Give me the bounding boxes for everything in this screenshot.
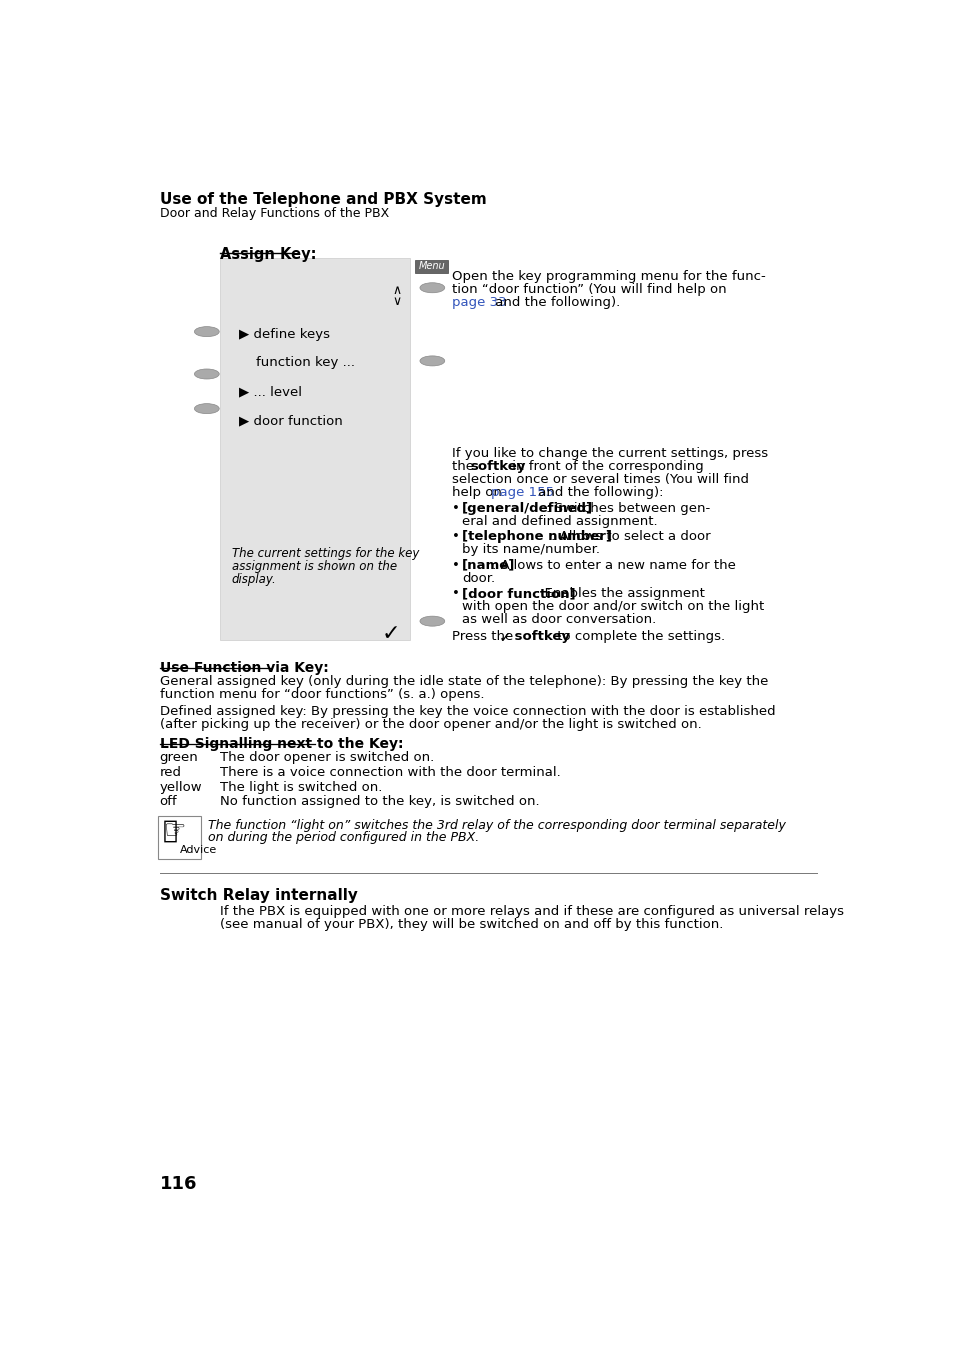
Text: function menu for “door functions” (s. a.) opens.: function menu for “door functions” (s. a… <box>159 688 483 702</box>
Text: ∨: ∨ <box>392 295 401 308</box>
Text: If the PBX is equipped with one or more relays and if these are configured as un: If the PBX is equipped with one or more … <box>220 906 843 918</box>
Text: •: • <box>452 502 460 515</box>
Ellipse shape <box>194 327 219 337</box>
FancyBboxPatch shape <box>415 260 447 273</box>
Text: as well as door conversation.: as well as door conversation. <box>461 614 656 626</box>
Text: page 33: page 33 <box>452 296 507 310</box>
Text: : Enables the assignment: : Enables the assignment <box>536 587 704 600</box>
Text: [general/defined]: [general/defined] <box>461 502 593 515</box>
Text: to complete the settings.: to complete the settings. <box>553 630 724 644</box>
Text: ✓: ✓ <box>498 630 511 645</box>
Text: Door and Relay Functions of the PBX: Door and Relay Functions of the PBX <box>159 207 389 220</box>
Text: The door opener is switched on.: The door opener is switched on. <box>220 752 434 764</box>
Text: ✓: ✓ <box>381 625 399 645</box>
Ellipse shape <box>419 283 444 293</box>
Text: Use Function via Key:: Use Function via Key: <box>159 661 328 675</box>
Text: If you like to change the current settings, press: If you like to change the current settin… <box>452 448 768 460</box>
Text: Defined assigned key: By pressing the key the voice connection with the door is : Defined assigned key: By pressing the ke… <box>159 706 775 718</box>
Text: off: off <box>159 795 177 808</box>
Text: Assign Key:: Assign Key: <box>220 247 316 262</box>
Ellipse shape <box>419 617 444 626</box>
Text: softkey: softkey <box>509 630 569 644</box>
Text: [name]: [name] <box>461 558 515 572</box>
Text: 👋: 👋 <box>162 819 177 844</box>
Ellipse shape <box>194 369 219 379</box>
Text: General assigned key (only during the idle state of the telephone): By pressing : General assigned key (only during the id… <box>159 675 767 688</box>
Text: with open the door and/or switch on the light: with open the door and/or switch on the … <box>461 600 763 614</box>
FancyBboxPatch shape <box>158 817 201 859</box>
Text: ∧: ∧ <box>392 284 401 297</box>
Text: ☞: ☞ <box>163 819 186 844</box>
Text: page 155: page 155 <box>491 487 554 499</box>
Text: red: red <box>159 767 181 779</box>
Text: [door function]: [door function] <box>461 587 575 600</box>
Text: The current settings for the key: The current settings for the key <box>232 548 418 560</box>
Text: Press the: Press the <box>452 630 517 644</box>
Text: : Allows to enter a new name for the: : Allows to enter a new name for the <box>491 558 735 572</box>
Text: •: • <box>452 530 460 544</box>
Text: : Switches between gen-: : Switches between gen- <box>545 502 710 515</box>
Text: in front of the corresponding: in front of the corresponding <box>508 460 703 473</box>
Text: No function assigned to the key, is switched on.: No function assigned to the key, is swit… <box>220 795 539 808</box>
Text: function key ...: function key ... <box>239 357 355 369</box>
Text: ▶ define keys: ▶ define keys <box>239 327 330 341</box>
Text: and the following):: and the following): <box>534 487 662 499</box>
Text: •: • <box>452 558 460 572</box>
Text: There is a voice connection with the door terminal.: There is a voice connection with the doo… <box>220 767 560 779</box>
Text: help on: help on <box>452 487 506 499</box>
Ellipse shape <box>419 356 444 366</box>
Text: yellow: yellow <box>159 780 202 794</box>
Text: the: the <box>452 460 478 473</box>
Text: LED Signalling next to the Key:: LED Signalling next to the Key: <box>159 737 402 752</box>
Text: [telephone number]: [telephone number] <box>461 530 611 544</box>
Text: green: green <box>159 752 198 764</box>
Text: display.: display. <box>232 573 276 587</box>
Ellipse shape <box>194 404 219 414</box>
Text: The light is switched on.: The light is switched on. <box>220 780 382 794</box>
Text: selection once or several times (You will find: selection once or several times (You wil… <box>452 473 749 487</box>
Text: (after picking up the receiver) or the door opener and/or the light is switched : (after picking up the receiver) or the d… <box>159 718 700 731</box>
Text: : Allows to select a door: : Allows to select a door <box>551 530 710 544</box>
Text: Use of the Telephone and PBX System: Use of the Telephone and PBX System <box>159 192 486 207</box>
Text: tion “door function” (You will find help on: tion “door function” (You will find help… <box>452 283 726 296</box>
Text: by its name/number.: by its name/number. <box>461 544 599 557</box>
Text: Switch Relay internally: Switch Relay internally <box>159 888 357 903</box>
Text: Advice: Advice <box>179 845 216 856</box>
Text: Menu: Menu <box>417 261 444 272</box>
Text: (see manual of your PBX), they will be switched on and off by this function.: (see manual of your PBX), they will be s… <box>220 918 722 932</box>
Text: •: • <box>452 587 460 600</box>
Text: Open the key programming menu for the func-: Open the key programming menu for the fu… <box>452 270 765 283</box>
Text: ▶ ... level: ▶ ... level <box>239 385 302 399</box>
Text: ▶ door function: ▶ door function <box>239 415 343 427</box>
Text: softkey: softkey <box>470 460 525 473</box>
Text: eral and defined assignment.: eral and defined assignment. <box>461 515 657 527</box>
Text: assignment is shown on the: assignment is shown on the <box>232 560 396 573</box>
Text: The function “light on” switches the 3rd relay of the corresponding door termina: The function “light on” switches the 3rd… <box>208 819 785 831</box>
Text: door.: door. <box>461 572 495 585</box>
Text: on during the period configured in the PBX.: on during the period configured in the P… <box>208 831 479 845</box>
FancyBboxPatch shape <box>220 258 410 639</box>
Text: 116: 116 <box>159 1175 197 1192</box>
Text: and the following).: and the following). <box>491 296 619 310</box>
